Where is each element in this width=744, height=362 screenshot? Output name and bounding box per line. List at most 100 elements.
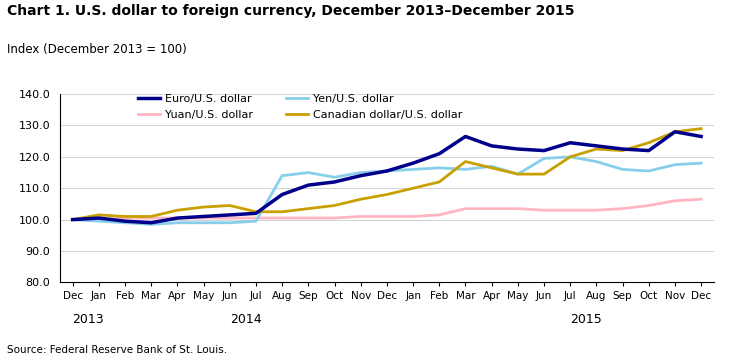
Yuan/U.S. dollar xyxy=(670,199,679,203)
Canadian dollar/U.S. dollar xyxy=(147,214,155,219)
Canadian dollar/U.S. dollar xyxy=(618,148,627,153)
Line: Yuan/U.S. dollar: Yuan/U.S. dollar xyxy=(73,199,701,220)
Canadian dollar/U.S. dollar xyxy=(592,147,601,151)
Yen/U.S. dollar xyxy=(487,164,496,168)
Euro/U.S. dollar xyxy=(173,216,182,220)
Euro/U.S. dollar xyxy=(513,147,522,151)
Canadian dollar/U.S. dollar xyxy=(94,213,103,217)
Canadian dollar/U.S. dollar xyxy=(670,130,679,134)
Yen/U.S. dollar xyxy=(434,166,443,170)
Yen/U.S. dollar xyxy=(696,161,705,165)
Text: 2015: 2015 xyxy=(570,313,602,326)
Yuan/U.S. dollar xyxy=(147,216,155,220)
Yen/U.S. dollar xyxy=(121,220,129,225)
Canadian dollar/U.S. dollar xyxy=(382,192,391,197)
Yuan/U.S. dollar xyxy=(382,214,391,219)
Text: Chart 1. U.S. dollar to foreign currency, December 2013–December 2015: Chart 1. U.S. dollar to foreign currency… xyxy=(7,4,575,18)
Yen/U.S. dollar xyxy=(382,169,391,173)
Euro/U.S. dollar xyxy=(251,211,260,215)
Legend: Euro/U.S. dollar, Yuan/U.S. dollar, Yen/U.S. dollar, Canadian dollar/U.S. dollar: Euro/U.S. dollar, Yuan/U.S. dollar, Yen/… xyxy=(138,94,462,120)
Euro/U.S. dollar xyxy=(304,183,312,187)
Yuan/U.S. dollar xyxy=(434,213,443,217)
Yen/U.S. dollar xyxy=(278,173,286,178)
Euro/U.S. dollar xyxy=(696,134,705,139)
Euro/U.S. dollar xyxy=(68,218,77,222)
Euro/U.S. dollar xyxy=(382,169,391,173)
Canadian dollar/U.S. dollar xyxy=(696,126,705,131)
Canadian dollar/U.S. dollar xyxy=(487,166,496,170)
Euro/U.S. dollar xyxy=(199,214,208,219)
Yen/U.S. dollar xyxy=(565,155,574,159)
Text: Index (December 2013 = 100): Index (December 2013 = 100) xyxy=(7,43,187,56)
Canadian dollar/U.S. dollar xyxy=(434,180,443,184)
Canadian dollar/U.S. dollar xyxy=(356,197,365,201)
Yuan/U.S. dollar xyxy=(618,206,627,211)
Yuan/U.S. dollar xyxy=(487,206,496,211)
Yuan/U.S. dollar xyxy=(356,214,365,219)
Euro/U.S. dollar xyxy=(121,219,129,223)
Canadian dollar/U.S. dollar xyxy=(251,210,260,214)
Canadian dollar/U.S. dollar xyxy=(304,206,312,211)
Yuan/U.S. dollar xyxy=(304,216,312,220)
Euro/U.S. dollar xyxy=(225,213,234,217)
Canadian dollar/U.S. dollar xyxy=(408,186,417,190)
Yuan/U.S. dollar xyxy=(461,206,470,211)
Yuan/U.S. dollar xyxy=(592,208,601,212)
Euro/U.S. dollar xyxy=(278,192,286,197)
Canadian dollar/U.S. dollar xyxy=(461,159,470,164)
Euro/U.S. dollar xyxy=(644,148,653,153)
Canadian dollar/U.S. dollar xyxy=(199,205,208,209)
Euro/U.S. dollar xyxy=(487,144,496,148)
Yen/U.S. dollar xyxy=(225,220,234,225)
Yuan/U.S. dollar xyxy=(199,216,208,220)
Yen/U.S. dollar xyxy=(304,171,312,175)
Yuan/U.S. dollar xyxy=(330,216,339,220)
Canadian dollar/U.S. dollar xyxy=(565,155,574,159)
Yen/U.S. dollar xyxy=(356,171,365,175)
Yen/U.S. dollar xyxy=(330,175,339,180)
Euro/U.S. dollar xyxy=(461,134,470,139)
Yen/U.S. dollar xyxy=(147,222,155,227)
Yen/U.S. dollar xyxy=(199,220,208,225)
Yuan/U.S. dollar xyxy=(539,208,548,212)
Euro/U.S. dollar xyxy=(94,216,103,220)
Text: Source: Federal Reserve Bank of St. Louis.: Source: Federal Reserve Bank of St. Loui… xyxy=(7,345,228,355)
Yuan/U.S. dollar xyxy=(696,197,705,201)
Text: 2014: 2014 xyxy=(230,313,261,326)
Yen/U.S. dollar xyxy=(513,172,522,176)
Yen/U.S. dollar xyxy=(94,219,103,223)
Yuan/U.S. dollar xyxy=(225,216,234,220)
Euro/U.S. dollar xyxy=(618,147,627,151)
Yen/U.S. dollar xyxy=(644,169,653,173)
Line: Yen/U.S. dollar: Yen/U.S. dollar xyxy=(73,157,701,224)
Canadian dollar/U.S. dollar xyxy=(330,203,339,208)
Euro/U.S. dollar xyxy=(330,180,339,184)
Yen/U.S. dollar xyxy=(670,163,679,167)
Line: Euro/U.S. dollar: Euro/U.S. dollar xyxy=(73,132,701,223)
Yuan/U.S. dollar xyxy=(644,203,653,208)
Canadian dollar/U.S. dollar xyxy=(513,172,522,176)
Euro/U.S. dollar xyxy=(434,152,443,156)
Canadian dollar/U.S. dollar xyxy=(68,218,77,222)
Canadian dollar/U.S. dollar xyxy=(644,140,653,145)
Yuan/U.S. dollar xyxy=(121,216,129,220)
Euro/U.S. dollar xyxy=(147,220,155,225)
Yen/U.S. dollar xyxy=(251,219,260,223)
Yen/U.S. dollar xyxy=(461,167,470,172)
Yen/U.S. dollar xyxy=(173,220,182,225)
Yuan/U.S. dollar xyxy=(565,208,574,212)
Yuan/U.S. dollar xyxy=(408,214,417,219)
Canadian dollar/U.S. dollar xyxy=(278,210,286,214)
Euro/U.S. dollar xyxy=(356,173,365,178)
Yen/U.S. dollar xyxy=(592,159,601,164)
Euro/U.S. dollar xyxy=(592,144,601,148)
Canadian dollar/U.S. dollar xyxy=(225,203,234,208)
Yuan/U.S. dollar xyxy=(173,216,182,220)
Canadian dollar/U.S. dollar xyxy=(539,172,548,176)
Euro/U.S. dollar xyxy=(565,140,574,145)
Yuan/U.S. dollar xyxy=(513,206,522,211)
Yuan/U.S. dollar xyxy=(251,216,260,220)
Canadian dollar/U.S. dollar xyxy=(173,208,182,212)
Yuan/U.S. dollar xyxy=(94,218,103,222)
Euro/U.S. dollar xyxy=(539,148,548,153)
